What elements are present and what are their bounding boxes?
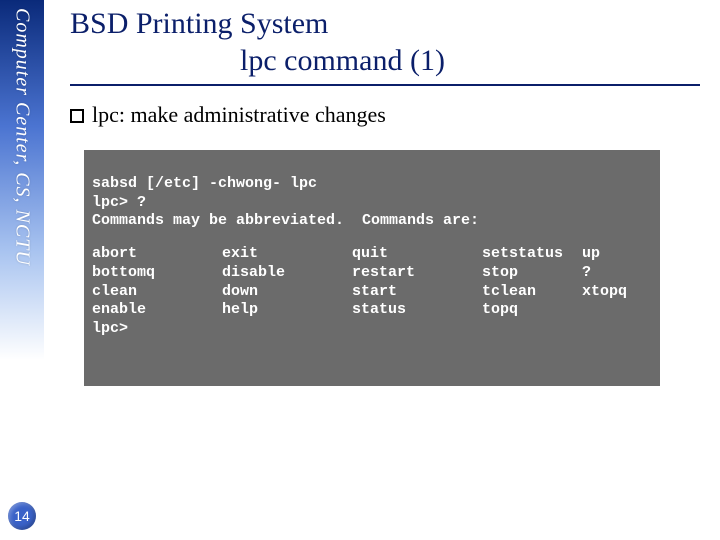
term-cell: quit xyxy=(352,245,482,264)
term-cell: tclean xyxy=(482,283,582,302)
content-area: BSD Printing System lpc command (1) lpc:… xyxy=(70,6,700,386)
term-cell: bottomq xyxy=(92,264,222,283)
terminal-columns: abortexitquitsetstatusup bottomqdisabler… xyxy=(92,245,652,339)
terminal-line: sabsd [/etc] -chwong- lpc xyxy=(92,175,317,192)
term-cell: help xyxy=(222,301,352,320)
term-cell xyxy=(582,301,652,320)
term-cell: up xyxy=(582,245,652,264)
term-cell: clean xyxy=(92,283,222,302)
term-cell xyxy=(482,320,582,339)
side-gradient-banner: Computer Center, CS, NCTU xyxy=(0,0,44,360)
title-underline xyxy=(70,84,700,86)
slide-title-line1: BSD Printing System xyxy=(70,6,700,42)
term-cell: exit xyxy=(222,245,352,264)
term-cell xyxy=(222,320,352,339)
term-cell: abort xyxy=(92,245,222,264)
term-cell: restart xyxy=(352,264,482,283)
slide-title-line2: lpc command (1) xyxy=(240,44,700,78)
term-cell: lpc> xyxy=(92,320,222,339)
term-cell: ? xyxy=(582,264,652,283)
term-cell: enable xyxy=(92,301,222,320)
bullet-item: lpc: make administrative changes xyxy=(70,102,700,128)
term-cell xyxy=(582,320,652,339)
term-cell: status xyxy=(352,301,482,320)
term-cell: disable xyxy=(222,264,352,283)
side-banner-text: Computer Center, CS, NCTU xyxy=(11,8,34,266)
term-cell: down xyxy=(222,283,352,302)
term-cell: topq xyxy=(482,301,582,320)
terminal-line: lpc> ? xyxy=(92,194,146,211)
terminal-line: Commands may be abbreviated. Commands ar… xyxy=(92,212,479,229)
bullet-square-icon xyxy=(70,109,84,123)
term-cell: xtopq xyxy=(582,283,652,302)
term-cell: stop xyxy=(482,264,582,283)
term-cell: start xyxy=(352,283,482,302)
term-cell: setstatus xyxy=(482,245,582,264)
bullet-text: lpc: make administrative changes xyxy=(92,102,386,128)
page-number-badge: 14 xyxy=(8,502,36,530)
terminal-block: sabsd [/etc] -chwong- lpc lpc> ? Command… xyxy=(84,150,660,386)
slide: Computer Center, CS, NCTU BSD Printing S… xyxy=(0,0,720,540)
term-cell xyxy=(352,320,482,339)
